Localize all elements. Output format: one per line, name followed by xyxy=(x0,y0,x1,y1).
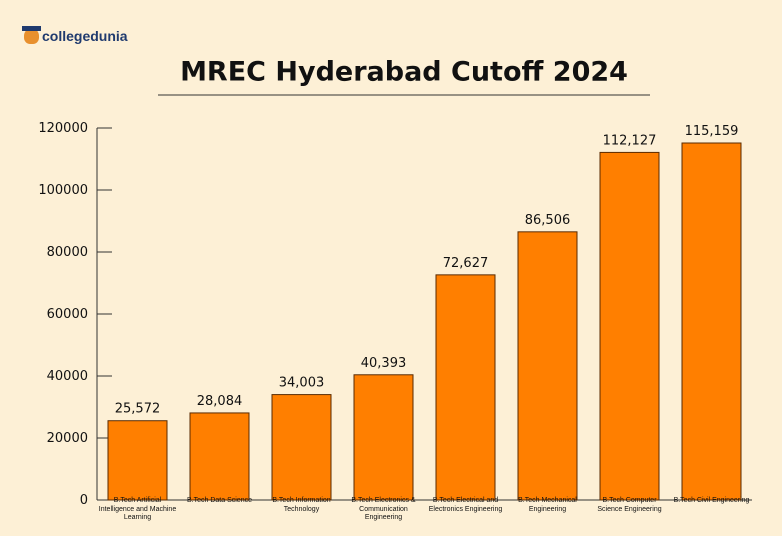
x-tick-label: B.Tech Data Science xyxy=(187,497,252,504)
y-tick-label: 40000 xyxy=(47,369,88,384)
bar xyxy=(271,394,332,501)
bar xyxy=(353,374,414,501)
value-label: 86,506 xyxy=(525,213,571,228)
x-tick-label: B.Tech Civil Engineering xyxy=(673,497,750,504)
value-label: 25,572 xyxy=(115,402,161,417)
y-tick-label: 100000 xyxy=(38,183,88,198)
x-tick-label: B.Tech Computer Science Engineering xyxy=(597,497,662,513)
x-tick-label: B.Tech Electrical and Electronics Engine… xyxy=(428,497,503,513)
value-label: 40,393 xyxy=(361,356,407,371)
x-tick-label: B.Tech Mechanical Engineering xyxy=(518,497,577,513)
y-tick-label: 80000 xyxy=(47,245,88,260)
bar xyxy=(517,231,578,501)
value-label: 72,627 xyxy=(443,256,489,271)
bar xyxy=(435,274,496,501)
x-tick-label: B.Tech Electronics & Communication Engin… xyxy=(351,497,416,521)
bar xyxy=(599,151,660,501)
bar xyxy=(681,142,742,501)
bar xyxy=(107,420,168,501)
value-label: 115,159 xyxy=(685,124,739,139)
value-label: 28,084 xyxy=(197,394,243,409)
x-tick-label: B.Tech Information Technology xyxy=(272,497,331,513)
y-tick-label: 120000 xyxy=(38,121,88,136)
bar xyxy=(189,412,250,501)
value-label: 34,003 xyxy=(279,376,325,391)
chart-title: MREC Hyderabad Cutoff 2024 xyxy=(180,57,628,88)
value-label: 112,127 xyxy=(603,133,657,148)
y-tick-label: 60000 xyxy=(47,307,88,322)
logo: collegedunia xyxy=(42,28,128,44)
y-tick-label: 20000 xyxy=(47,431,88,446)
logo-icon xyxy=(24,28,39,44)
y-tick-label: 0 xyxy=(80,493,88,508)
logo-cap xyxy=(22,26,41,31)
x-tick-label: B.Tech Artificial Intelligence and Machi… xyxy=(98,497,177,521)
